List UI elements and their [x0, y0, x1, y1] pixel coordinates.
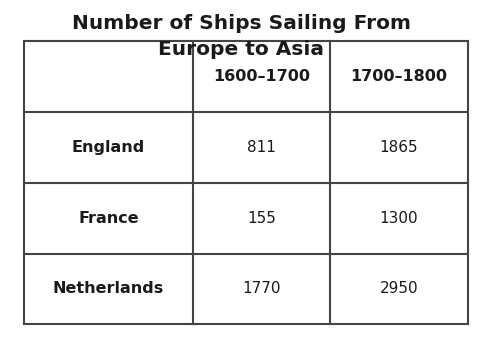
Text: 811: 811	[247, 140, 276, 154]
Text: Netherlands: Netherlands	[53, 282, 164, 296]
Text: 2950: 2950	[379, 282, 418, 296]
Bar	[24, 41, 468, 324]
Text: 1600–1700: 1600–1700	[213, 69, 310, 83]
Text: 1300: 1300	[379, 211, 418, 225]
Text: France: France	[78, 211, 139, 225]
Text: 155: 155	[247, 211, 276, 225]
Text: England: England	[72, 140, 145, 154]
Text: 1865: 1865	[379, 140, 418, 154]
Text: 1770: 1770	[242, 282, 281, 296]
Text: Number of Ships Sailing From
Europe to Asia: Number of Ships Sailing From Europe to A…	[71, 14, 411, 59]
Text: 1700–1800: 1700–1800	[350, 69, 447, 83]
